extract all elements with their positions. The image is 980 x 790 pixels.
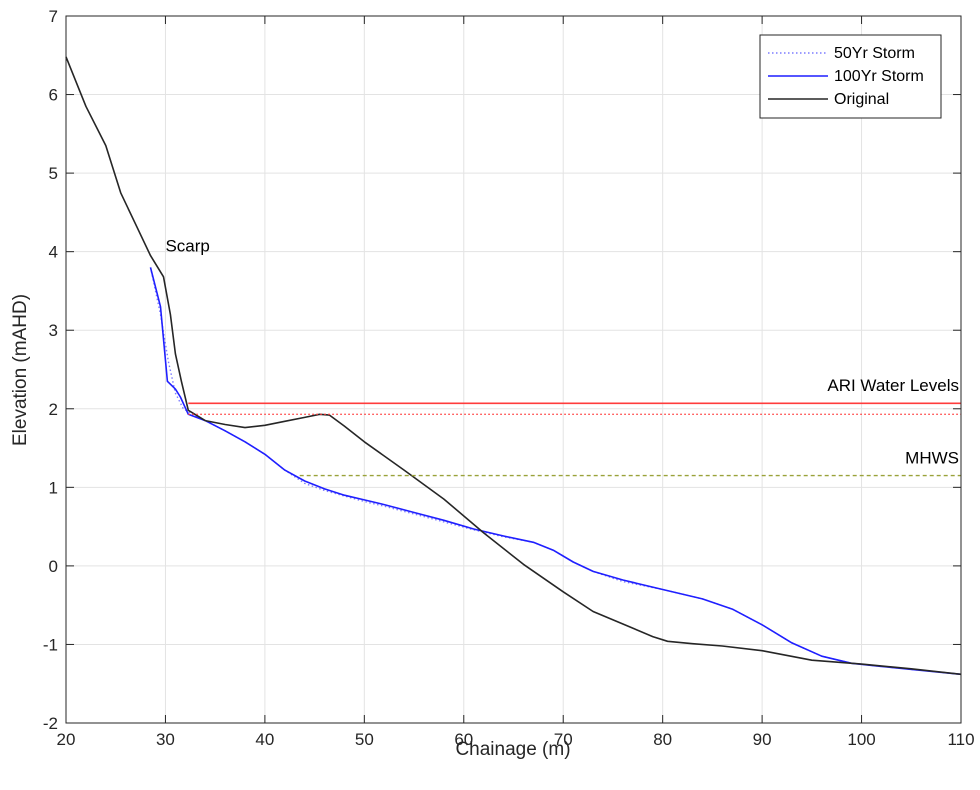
y-tick-label: 6 [49, 86, 58, 105]
y-axis-label: Elevation (mAHD) [10, 294, 31, 446]
x-tick-label: 50 [355, 730, 374, 749]
y-tick-label: 0 [49, 557, 58, 576]
series-lines [65, 56, 962, 676]
series-line-original [65, 56, 962, 676]
y-tick-label: 4 [49, 243, 58, 262]
plot-frame [65, 15, 962, 724]
x-tick-label: 30 [156, 730, 175, 749]
x-tick-label: 110 [947, 730, 974, 749]
annotation-mhws: MHWS [905, 448, 959, 467]
annotations: Scarp ARI Water Levels MHWS [165, 237, 959, 468]
y-tick-label: -1 [43, 635, 58, 654]
y-tick-label: -2 [43, 714, 58, 733]
x-tick-label: 40 [255, 730, 274, 749]
x-tick-label: 70 [554, 730, 573, 749]
axis-ticks: 20 30 40 50 60 70 80 90 100 110 -2 -1 0 1 2 3 4 5 6 7 [43, 7, 975, 749]
x-tick-label: 90 [753, 730, 772, 749]
annotation-scarp: Scarp [165, 237, 209, 256]
legend: 50Yr Storm 100Yr Storm Original [759, 34, 942, 119]
x-tick-label: 60 [454, 730, 473, 749]
y-tick-label: 3 [49, 321, 58, 340]
x-tick-label: 100 [847, 730, 875, 749]
y-tick-label: 1 [49, 478, 58, 497]
y-tick-label: 5 [49, 164, 58, 183]
y-tick-label: 2 [49, 400, 58, 419]
x-axis-label: Chainage (m) [455, 739, 570, 760]
series-line-100yr-storm [149, 267, 962, 676]
y-tick-label: 7 [49, 7, 58, 26]
legend-label-100yr-storm: 100Yr Storm [834, 68, 924, 85]
x-tick-label: 20 [57, 730, 76, 749]
annotation-ari-water-levels: ARI Water Levels [827, 376, 959, 395]
legend-label-original: Original [834, 91, 889, 108]
x-tick-label: 80 [653, 730, 672, 749]
legend-label-50yr-storm: 50Yr Storm [834, 45, 915, 62]
plot-background [66, 16, 961, 723]
